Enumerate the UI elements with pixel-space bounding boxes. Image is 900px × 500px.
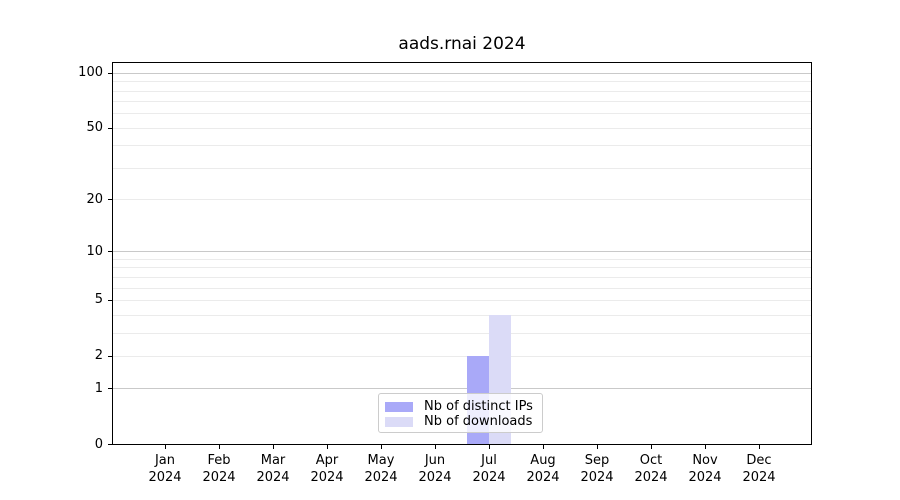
x-tick-label: Mar 2024 xyxy=(256,453,290,485)
x-tick-mark xyxy=(165,445,166,449)
y-tick-label: 5 xyxy=(94,292,103,308)
legend-entry-downloads: Nb of downloads xyxy=(385,414,534,429)
major-gridline xyxy=(113,72,811,74)
x-tick-label: Aug 2024 xyxy=(526,453,560,485)
x-tick-label: Jan 2024 xyxy=(148,453,182,485)
x-tick-mark xyxy=(489,445,490,449)
legend-entry-distinct-ips: Nb of distinct IPs xyxy=(385,399,534,414)
y-tick-mark xyxy=(108,355,112,357)
minor-gridline xyxy=(113,258,811,260)
y-tick-label: 10 xyxy=(86,243,103,259)
y-tick-mark xyxy=(108,251,112,253)
x-tick-label: Sep 2024 xyxy=(580,453,614,485)
y-tick-mark xyxy=(108,199,112,201)
minor-gridline xyxy=(113,355,811,357)
chart-title: aads.rnai 2024 xyxy=(398,34,526,54)
y-tick-mark xyxy=(108,444,112,445)
y-tick-label: 100 xyxy=(78,65,103,81)
x-tick-label: Jun 2024 xyxy=(418,453,452,485)
plot-area: Nb of distinct IPs Nb of downloads 0 1 2 5 1… xyxy=(78,62,812,485)
x-tick-label: Jul 2024 xyxy=(472,453,506,485)
x-tick-label: Apr 2024 xyxy=(310,453,344,485)
minor-gridline xyxy=(113,113,811,115)
x-tick-mark xyxy=(759,445,760,449)
x-tick-mark xyxy=(597,445,598,449)
x-tick-label: Nov 2024 xyxy=(688,453,722,485)
x-tick-mark xyxy=(651,445,652,449)
y-tick-mark xyxy=(108,299,112,301)
minor-gridline xyxy=(113,101,811,103)
x-tick-mark xyxy=(543,445,544,449)
y-tick-label: 0 xyxy=(94,436,103,452)
minor-gridline xyxy=(113,276,811,278)
y-tick-mark xyxy=(108,72,112,74)
minor-gridline xyxy=(113,127,811,129)
y-tick-label: 20 xyxy=(86,191,103,207)
minor-gridline xyxy=(113,167,811,169)
x-tick-label: May 2024 xyxy=(364,453,398,485)
minor-gridline xyxy=(113,145,811,147)
x-tick-label: Dec 2024 xyxy=(742,453,776,485)
minor-gridline xyxy=(113,287,811,289)
minor-gridline xyxy=(113,314,811,316)
legend-swatch-downloads xyxy=(385,416,413,427)
x-tick-mark xyxy=(273,445,274,449)
y-tick-mark xyxy=(108,388,112,390)
minor-gridline xyxy=(113,267,811,269)
x-tick-label: Oct 2024 xyxy=(634,453,668,485)
minor-gridline xyxy=(113,299,811,301)
y-tick-label: 50 xyxy=(86,120,103,136)
x-tick-mark xyxy=(705,445,706,449)
minor-gridline xyxy=(113,90,811,92)
minor-gridline xyxy=(113,81,811,83)
legend-label-downloads: Nb of downloads xyxy=(424,414,533,429)
x-tick-mark xyxy=(219,445,220,449)
x-tick-mark xyxy=(327,445,328,449)
major-gridline xyxy=(113,388,811,390)
legend-label-distinct-ips: Nb of distinct IPs xyxy=(424,399,533,414)
x-tick-mark xyxy=(435,445,436,449)
legend: Nb of distinct IPs Nb of downloads xyxy=(378,393,543,433)
y-tick-mark xyxy=(108,127,112,129)
y-tick-label: 1 xyxy=(94,380,103,396)
legend-swatch-distinct-ips xyxy=(385,401,413,412)
minor-gridline xyxy=(113,332,811,334)
y-tick-label: 2 xyxy=(94,348,103,364)
x-tick-label: Feb 2024 xyxy=(202,453,236,485)
x-tick-mark xyxy=(381,445,382,449)
major-gridline xyxy=(113,251,811,253)
minor-gridline xyxy=(113,199,811,201)
